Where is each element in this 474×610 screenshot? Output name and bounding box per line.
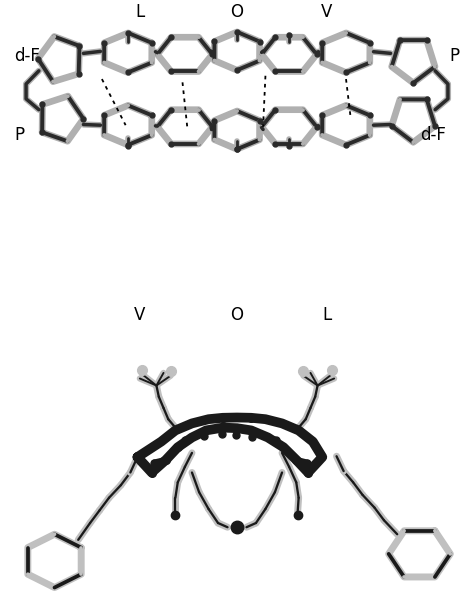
Text: P: P bbox=[450, 47, 460, 65]
Text: O: O bbox=[230, 306, 244, 323]
Text: O: O bbox=[230, 2, 244, 21]
Text: L: L bbox=[135, 2, 145, 21]
Text: d-F: d-F bbox=[14, 47, 40, 65]
Text: P: P bbox=[14, 126, 24, 144]
Text: d-F: d-F bbox=[419, 126, 446, 144]
Text: L: L bbox=[322, 306, 332, 323]
Text: V: V bbox=[321, 2, 333, 21]
Text: V: V bbox=[134, 306, 146, 323]
